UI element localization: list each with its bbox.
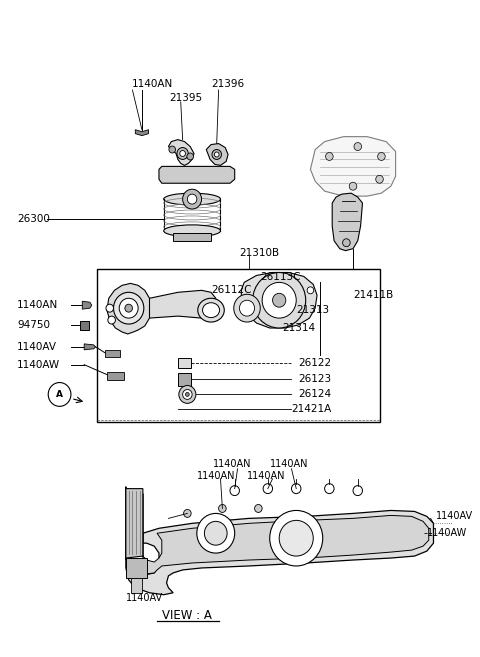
Circle shape (291, 484, 301, 493)
Polygon shape (126, 487, 433, 595)
Circle shape (185, 392, 189, 396)
Text: 1140AN: 1140AN (247, 471, 286, 481)
Circle shape (240, 300, 254, 316)
Text: 26124: 26124 (298, 390, 331, 399)
Circle shape (119, 298, 138, 318)
Circle shape (349, 182, 357, 190)
Circle shape (252, 273, 306, 328)
Circle shape (324, 484, 334, 493)
Circle shape (197, 513, 235, 553)
Ellipse shape (164, 225, 220, 237)
Circle shape (254, 505, 262, 512)
Text: 1140AN: 1140AN (17, 300, 58, 310)
Text: 1140AN: 1140AN (132, 79, 173, 89)
Text: 1140AW: 1140AW (17, 359, 60, 370)
Polygon shape (143, 493, 429, 574)
Circle shape (307, 287, 314, 294)
Polygon shape (84, 344, 96, 350)
Circle shape (48, 382, 71, 406)
Circle shape (262, 283, 296, 318)
Circle shape (215, 152, 219, 157)
Circle shape (177, 148, 188, 160)
Circle shape (263, 484, 273, 493)
Circle shape (169, 146, 176, 153)
Bar (173, 233, 211, 240)
Polygon shape (206, 144, 228, 166)
Text: 1140AN: 1140AN (213, 459, 252, 469)
Circle shape (325, 152, 333, 160)
Text: 26112C: 26112C (211, 285, 252, 296)
Circle shape (125, 304, 132, 312)
Circle shape (114, 292, 144, 324)
Circle shape (179, 386, 196, 403)
Bar (178, 373, 191, 386)
Circle shape (180, 150, 185, 156)
Circle shape (182, 390, 192, 399)
Circle shape (378, 152, 385, 160)
Bar (126, 558, 147, 578)
Circle shape (230, 486, 240, 495)
Ellipse shape (203, 303, 219, 317)
Bar (80, 321, 89, 330)
Ellipse shape (198, 298, 224, 322)
Polygon shape (135, 129, 148, 135)
Polygon shape (149, 290, 216, 318)
Circle shape (187, 194, 197, 204)
Circle shape (106, 304, 114, 312)
Circle shape (212, 150, 221, 160)
Bar (105, 350, 120, 357)
Text: 21313: 21313 (296, 305, 329, 315)
Polygon shape (126, 489, 143, 558)
Bar (131, 578, 142, 593)
Text: 1140AV: 1140AV (126, 593, 163, 602)
Circle shape (182, 189, 202, 209)
Polygon shape (311, 137, 396, 196)
Circle shape (376, 175, 384, 183)
Circle shape (108, 316, 115, 324)
Circle shape (183, 509, 191, 518)
Circle shape (270, 510, 323, 566)
Polygon shape (107, 283, 151, 334)
Text: 21421A: 21421A (291, 404, 332, 415)
Circle shape (354, 143, 361, 150)
Text: VIEW : A: VIEW : A (162, 609, 212, 622)
Text: 21411B: 21411B (353, 290, 393, 300)
Text: 21396: 21396 (211, 79, 244, 89)
Text: 1140AV: 1140AV (436, 511, 473, 522)
Text: 94750: 94750 (17, 320, 50, 330)
Circle shape (353, 486, 362, 495)
Circle shape (279, 520, 313, 556)
Circle shape (187, 153, 193, 160)
Circle shape (218, 505, 226, 512)
Polygon shape (159, 166, 235, 183)
Polygon shape (82, 301, 92, 309)
Bar (107, 372, 124, 380)
Text: 1140AV: 1140AV (17, 342, 57, 352)
Polygon shape (168, 139, 194, 166)
Text: 26300: 26300 (17, 214, 50, 224)
Text: 21310B: 21310B (240, 248, 279, 258)
Text: 21395: 21395 (169, 93, 203, 103)
Text: 26113C: 26113C (260, 273, 301, 283)
Bar (97, 269, 380, 422)
Circle shape (204, 522, 227, 545)
Text: 21314: 21314 (282, 323, 315, 333)
Circle shape (343, 238, 350, 246)
Circle shape (234, 294, 260, 322)
Text: 1140AN: 1140AN (197, 471, 235, 481)
Polygon shape (332, 193, 362, 251)
Circle shape (273, 293, 286, 307)
Text: 26122: 26122 (298, 357, 331, 368)
Text: 1140AW: 1140AW (427, 528, 467, 538)
Bar (178, 358, 191, 368)
Text: 26123: 26123 (298, 374, 331, 384)
Text: 1140AN: 1140AN (270, 459, 308, 469)
Ellipse shape (164, 193, 220, 205)
Text: A: A (56, 390, 63, 399)
Polygon shape (241, 273, 317, 328)
